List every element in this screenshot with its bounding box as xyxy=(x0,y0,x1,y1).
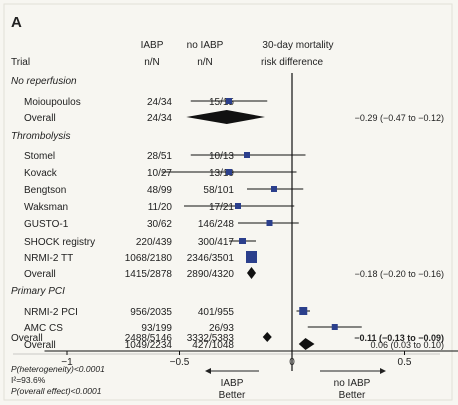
study-marker xyxy=(271,186,277,192)
favours-iabp-label-2: Better xyxy=(219,390,246,401)
group-title: Thrombolysis xyxy=(11,131,70,142)
header-iabp-sub: n/N xyxy=(144,57,160,68)
study-iabp-count: 956/2035 xyxy=(130,307,172,318)
study-name: Stomel xyxy=(24,151,55,162)
x-axis-tick-label: 0 xyxy=(289,357,295,368)
header-trial: Trial xyxy=(11,57,30,68)
study-name: Bengtson xyxy=(24,185,66,196)
study-no-iabp-count: 15/15 xyxy=(209,97,234,108)
favours-iabp-label-1: IABP xyxy=(221,378,244,389)
header-no-iabp: no IABP xyxy=(187,40,224,51)
study-no-iabp-count: 58/101 xyxy=(203,185,234,196)
study-marker xyxy=(299,307,308,315)
footnote-overall-effect: P(overall effect)<0.0001 xyxy=(11,386,102,396)
study-name: SHOCK registry xyxy=(24,237,95,248)
grand-overall-diamond xyxy=(262,332,272,342)
grand-overall-iabp-count: 2488/5146 xyxy=(125,333,173,344)
study-name: GUSTO-1 xyxy=(24,219,69,230)
favours-no-iabp: no IABP Better xyxy=(320,368,386,401)
header-no-iabp-sub: n/N xyxy=(197,57,213,68)
study-no-iabp-count: 2346/3501 xyxy=(187,253,235,264)
study-iabp-count: 24/34 xyxy=(147,97,172,108)
study-marker xyxy=(331,324,338,330)
favours-iabp: IABP Better xyxy=(205,368,259,401)
study-no-iabp-count: 13/19 xyxy=(209,168,234,179)
favours-iabp-arrowhead xyxy=(205,368,211,374)
group-overall-ci-text: 0.06 (0.03 to 0.10) xyxy=(370,340,444,350)
group-overall-iabp-count: 1415/2878 xyxy=(125,269,173,280)
study-no-iabp-count: 300/417 xyxy=(198,237,235,248)
group-overall-label: Overall xyxy=(24,340,56,351)
x-axis-tick-label: 0.5 xyxy=(398,357,412,368)
study-name: NRMI-2 PCI xyxy=(24,307,78,318)
study-iabp-count: 10/27 xyxy=(147,168,172,179)
grand-overall-ci-text: −0.11 (−0.13 to −0.09) xyxy=(354,333,444,343)
group-overall-diamond xyxy=(298,338,315,350)
grand-overall-no-iabp-count: 3332/5383 xyxy=(187,333,235,344)
study-no-iabp-count: 401/955 xyxy=(198,307,235,318)
study-marker xyxy=(244,152,250,158)
study-no-iabp-count: 10/13 xyxy=(209,151,234,162)
group-title: No reperfusion xyxy=(11,76,77,87)
study-name: Kovack xyxy=(24,168,58,179)
forest-rows: No reperfusion Moioupoulos 24/34 15/15 Overa… xyxy=(11,73,444,371)
header-effect: 30-day mortality xyxy=(262,40,333,51)
study-iabp-count: 30/62 xyxy=(147,219,172,230)
group-overall-label: Overall xyxy=(24,113,56,124)
group-overall-label: Overall xyxy=(24,269,56,280)
study-name: Waksman xyxy=(24,202,68,213)
study-no-iabp-count: 146/248 xyxy=(198,219,235,230)
study-iabp-count: 93/199 xyxy=(141,323,172,334)
study-marker xyxy=(235,203,241,209)
header-effect-sub: risk difference xyxy=(261,57,324,68)
study-marker xyxy=(266,220,273,226)
x-axis-tick-label: −0.5 xyxy=(170,357,190,368)
panel-frame xyxy=(3,3,453,401)
study-marker xyxy=(226,98,232,104)
study-iabp-count: 11/20 xyxy=(148,202,173,213)
study-marker xyxy=(226,169,232,175)
study-iabp-count: 48/99 xyxy=(147,185,172,196)
favours-no-iabp-label-1: no IABP xyxy=(334,378,371,389)
study-no-iabp-count: 26/93 xyxy=(209,323,234,334)
footnote-i-squared: I²=93.6% xyxy=(11,375,46,385)
group-overall-iabp-count: 1049/2234 xyxy=(125,340,173,351)
group-overall-no-iabp-count: 2890/4320 xyxy=(187,269,235,280)
favours-no-iabp-arrowhead xyxy=(380,368,386,374)
group-title: Primary PCI xyxy=(11,286,65,297)
study-no-iabp-count: 17/21 xyxy=(209,202,234,213)
group-overall-diamond xyxy=(186,110,265,124)
group-overall-no-iabp-count: 427/1048 xyxy=(192,340,234,351)
study-marker xyxy=(239,238,246,244)
x-axis-tick-label: −1 xyxy=(61,357,73,368)
study-name: Moioupoulos xyxy=(24,97,81,108)
study-iabp-count: 220/439 xyxy=(136,237,173,248)
footnote-heterogeneity: P(heterogeneity)<0.0001 xyxy=(11,364,105,374)
group-overall-ci-text: −0.18 (−0.20 to −0.16) xyxy=(355,269,444,279)
favours-no-iabp-label-2: Better xyxy=(339,390,366,401)
panel-label: A xyxy=(11,14,22,31)
group-overall-diamond xyxy=(247,267,256,279)
group-overall-iabp-count: 24/34 xyxy=(147,113,172,124)
study-iabp-count: 28/51 xyxy=(147,151,172,162)
study-name: AMC CS xyxy=(24,323,63,334)
group-overall-ci-text: −0.29 (−0.47 to −0.12) xyxy=(355,113,444,123)
study-iabp-count: 1068/2180 xyxy=(125,253,173,264)
grand-overall-label: Overall xyxy=(11,333,43,344)
study-name: NRMI-2 TT xyxy=(24,253,73,264)
header-iabp: IABP xyxy=(141,40,164,51)
x-axis: −1−0.500.51 xyxy=(44,350,458,368)
study-marker xyxy=(246,251,257,263)
